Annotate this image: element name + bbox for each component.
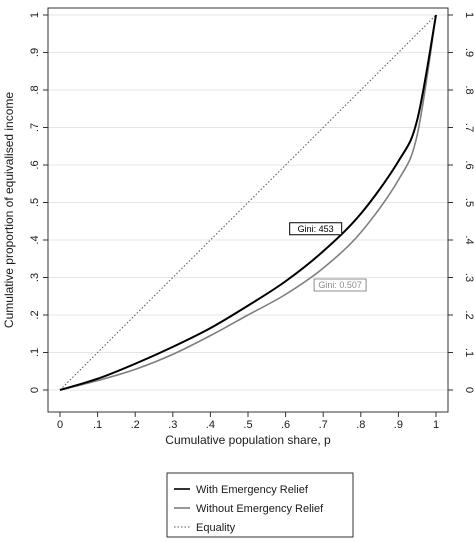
x-tick-label: .4 <box>206 419 215 431</box>
y-tick-label-left: .5 <box>29 198 41 207</box>
legend-label: Equality <box>196 522 236 534</box>
y-tick-label-left: .7 <box>29 123 41 132</box>
y-tick-label-right: .5 <box>463 198 474 207</box>
tick-marks <box>43 14 453 417</box>
gini-box-0 <box>289 222 343 236</box>
gini-label-1: Gini: 0.507 <box>318 280 362 290</box>
x-tick-label: 1 <box>433 419 439 431</box>
y-tick-label-left: 0 <box>29 387 41 393</box>
series-line-with-emergency-relief <box>59 14 437 391</box>
x-tick-label: .1 <box>93 419 102 431</box>
y-tick-label-left: 1 <box>29 12 41 18</box>
x-tick-label: .6 <box>281 419 290 431</box>
y-tick-label-right: 1 <box>463 12 474 18</box>
x-tick-label: .9 <box>394 419 403 431</box>
y-tick-label-right: .1 <box>463 348 474 357</box>
y-tick-label-left: .6 <box>29 160 41 169</box>
legend-label: With Emergency Relief <box>196 484 309 496</box>
series-line-without-emergency-relief <box>59 14 437 391</box>
y-tick-label-right: .3 <box>463 273 474 282</box>
y-tick-label-left: .1 <box>29 348 41 357</box>
x-tick-label: .8 <box>356 419 365 431</box>
y-axis-title: Cumulative proportion of equivalised inc… <box>2 92 16 328</box>
x-tick-label: .5 <box>243 419 252 431</box>
legend: With Emergency Relief Without Emergency R… <box>166 472 354 538</box>
y-tick-label-right: .6 <box>463 160 474 169</box>
y-tick-label-right: .2 <box>463 310 474 319</box>
tick-labels: 0 .1 .2 .3 .4 .5 .6 .7 .8 .9 1 0 0 .1 .1 .2 .2 .3 .3 .4 .4 .5… <box>29 12 474 431</box>
series-layer <box>59 14 437 391</box>
legend-label: Without Emergency Relief <box>196 503 324 515</box>
y-tick-label-left: .9 <box>29 48 41 57</box>
y-tick-label-right: 0 <box>463 387 474 393</box>
y-tick-label-right: .8 <box>463 85 474 94</box>
x-tick-label: 0 <box>57 419 63 431</box>
legend-box <box>166 472 354 538</box>
series-line-equality <box>59 14 437 391</box>
y-tick-label-right: .4 <box>463 235 474 244</box>
y-tick-label-left: .4 <box>29 235 41 244</box>
x-axis-title: Cumulative population share, p <box>165 433 331 447</box>
x-tick-label: .2 <box>131 419 140 431</box>
y-tick-label-left: .8 <box>29 85 41 94</box>
x-tick-label: .7 <box>319 419 328 431</box>
grid-lines <box>48 14 448 391</box>
y-tick-label-right: .9 <box>463 48 474 57</box>
y-tick-label-left: .3 <box>29 273 41 282</box>
gini-label-0: Gini: 453 <box>298 224 334 234</box>
y-tick-label-right: .7 <box>463 123 474 132</box>
y-tick-label-left: .2 <box>29 310 41 319</box>
x-tick-label: .3 <box>168 419 177 431</box>
gini-box-1 <box>313 278 367 292</box>
gini-annotations: Gini: 453 Gini: 0.507 <box>289 222 367 292</box>
